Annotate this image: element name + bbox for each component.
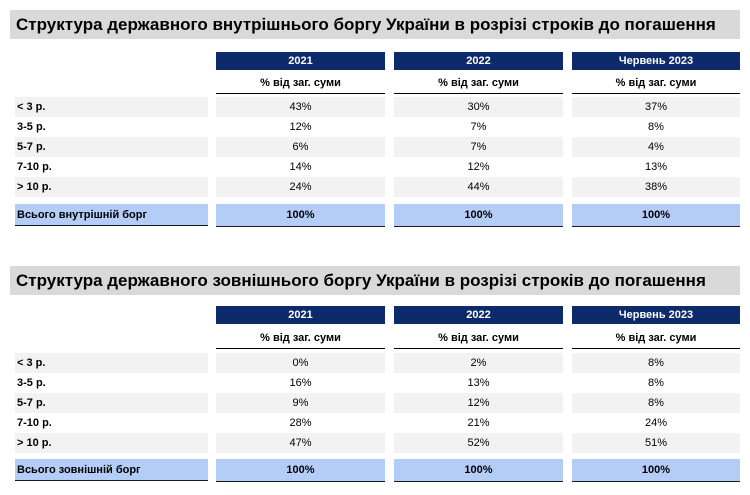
cell-value: 28% (289, 417, 312, 429)
total-label: Всього внутрішній борг (15, 204, 208, 226)
cell-value: 8% (572, 393, 740, 413)
table-row: 3-5 р. 16% 13% 8% (15, 373, 740, 393)
subheader-share: % від заг. суми (394, 73, 563, 94)
table-row: > 10 р. 47% 52% 51% (15, 433, 740, 453)
cell-value: 52% (394, 433, 563, 453)
total-value: 100% (572, 459, 740, 482)
table-row: > 10 р. 24% 44% 38% (15, 177, 740, 197)
total-row: Всього зовнішній борг 100% 100% 100% (15, 459, 740, 483)
year-header-june-2023: Червень 2023 (572, 52, 740, 70)
total-value: 100% (216, 459, 385, 482)
row-label: 3-5 р. (17, 121, 46, 133)
cell-value: 9% (216, 393, 385, 413)
cell-value: 24% (216, 177, 385, 197)
table-row: 5-7 р. 6% 7% 4% (15, 137, 740, 157)
cell-value: 6% (216, 137, 385, 157)
total-value: 100% (216, 204, 385, 227)
table-row: 5-7 р. 9% 12% 8% (15, 393, 740, 413)
cell-value: 12% (467, 161, 490, 173)
row-label: < 3 р. (15, 97, 208, 117)
total-value: 100% (572, 204, 740, 227)
year-header-2022: 2022 (394, 306, 563, 324)
cell-value: 0% (216, 353, 385, 373)
row-label: 5-7 р. (15, 393, 208, 413)
row-label: > 10 р. (15, 433, 208, 453)
cell-value: 4% (572, 137, 740, 157)
subheader-share: % від заг. суми (572, 328, 740, 349)
cell-value: 13% (644, 161, 668, 173)
cell-value: 13% (467, 377, 490, 389)
cell-value: 16% (289, 377, 312, 389)
table-row: 7-10 р. 14% 12% 13% (15, 157, 740, 177)
cell-value: 14% (289, 161, 312, 173)
row-label: 7-10 р. (17, 417, 52, 429)
table-row: < 3 р. 0% 2% 8% (15, 353, 740, 373)
total-row: Всього внутрішній борг 100% 100% 100% (15, 204, 740, 228)
year-header-2021: 2021 (216, 306, 385, 324)
year-header-2022: 2022 (394, 52, 563, 70)
subheader-share: % від заг. суми (572, 73, 740, 94)
cell-value: 8% (572, 353, 740, 373)
total-value: 100% (394, 459, 563, 482)
cell-value: 12% (289, 121, 312, 133)
subheader-share: % від заг. суми (216, 328, 385, 349)
cell-value: 21% (467, 417, 490, 429)
cell-value: 2% (394, 353, 563, 373)
row-label: > 10 р. (15, 177, 208, 197)
cell-value: 30% (394, 97, 563, 117)
cell-value: 43% (216, 97, 385, 117)
subheader-share: % від заг. суми (394, 328, 563, 349)
total-label: Всього зовнішній борг (15, 459, 208, 481)
table-row: < 3 р. 43% 30% 37% (15, 97, 740, 117)
year-header-2021: 2021 (216, 52, 385, 70)
total-value: 100% (394, 204, 563, 227)
cell-value: 7% (394, 137, 563, 157)
cell-value: 44% (394, 177, 563, 197)
table-row: 7-10 р. 28% 21% 24% (15, 413, 740, 433)
cell-value: 8% (648, 121, 664, 133)
cell-value: 12% (394, 393, 563, 413)
row-label: 3-5 р. (17, 377, 46, 389)
row-label: < 3 р. (15, 353, 208, 373)
cell-value: 8% (648, 377, 664, 389)
row-label: 7-10 р. (17, 161, 52, 173)
cell-value: 24% (644, 417, 668, 429)
cell-value: 37% (572, 97, 740, 117)
table-row: 3-5 р. 12% 7% 8% (15, 117, 740, 137)
cell-value: 7% (470, 121, 487, 133)
cell-value: 51% (572, 433, 740, 453)
year-header-june-2023: Червень 2023 (572, 306, 740, 324)
cell-value: 38% (572, 177, 740, 197)
row-label: 5-7 р. (15, 137, 208, 157)
domestic-debt-title: Структура державного внутрішнього боргу … (10, 10, 740, 39)
subheader-share: % від заг. суми (216, 73, 385, 94)
cell-value: 47% (216, 433, 385, 453)
external-debt-title: Структура державного зовнішнього боргу У… (10, 266, 740, 295)
